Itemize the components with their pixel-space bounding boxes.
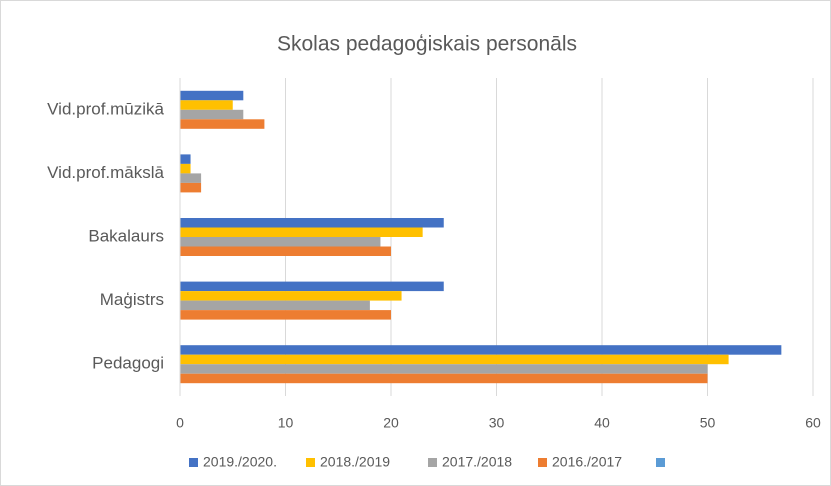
bar xyxy=(180,218,444,228)
legend-label: 2018./2019 xyxy=(320,454,390,470)
bar xyxy=(180,100,233,110)
bar xyxy=(180,182,202,193)
bar xyxy=(180,227,423,237)
bar xyxy=(180,373,708,384)
y-tick-label: Pedagogi xyxy=(92,354,164,373)
bar xyxy=(180,163,191,174)
x-tick-label: 0 xyxy=(176,415,184,431)
x-tick-label: 50 xyxy=(700,415,716,431)
legend-label: 2019./2020. xyxy=(203,454,277,470)
x-tick-label: 30 xyxy=(489,415,505,431)
y-tick-label: Bakalaurs xyxy=(88,226,164,245)
legend-label: 2017./2018 xyxy=(442,454,512,470)
legend-swatch xyxy=(428,458,437,467)
bar xyxy=(180,246,391,256)
bar xyxy=(180,237,381,247)
legend-swatch xyxy=(538,458,547,467)
y-tick-label: Vid.prof.mākslā xyxy=(47,163,164,182)
bar xyxy=(180,119,265,129)
bar xyxy=(180,345,782,355)
x-tick-label: 60 xyxy=(805,415,821,431)
chart-title: Skolas pedagoģiskais personāls xyxy=(277,33,577,56)
x-tick-label: 10 xyxy=(278,415,294,431)
bar xyxy=(180,90,244,101)
bar xyxy=(180,154,191,164)
y-tick-label: Vid.prof.mūzikā xyxy=(47,99,164,118)
bar xyxy=(180,173,202,183)
x-tick-label: 40 xyxy=(594,415,610,431)
x-tick-label: 20 xyxy=(383,415,399,431)
bar xyxy=(180,364,708,374)
bar xyxy=(180,291,402,301)
bar xyxy=(180,300,370,311)
y-tick-label: Maģistrs xyxy=(100,290,164,309)
legend-swatch xyxy=(656,458,665,467)
legend-swatch xyxy=(306,458,315,467)
bar xyxy=(180,354,729,365)
legend-swatch xyxy=(189,458,198,467)
bar xyxy=(180,109,244,120)
legend-label: 2016./2017 xyxy=(552,454,622,470)
bar xyxy=(180,281,444,292)
bar xyxy=(180,310,391,320)
